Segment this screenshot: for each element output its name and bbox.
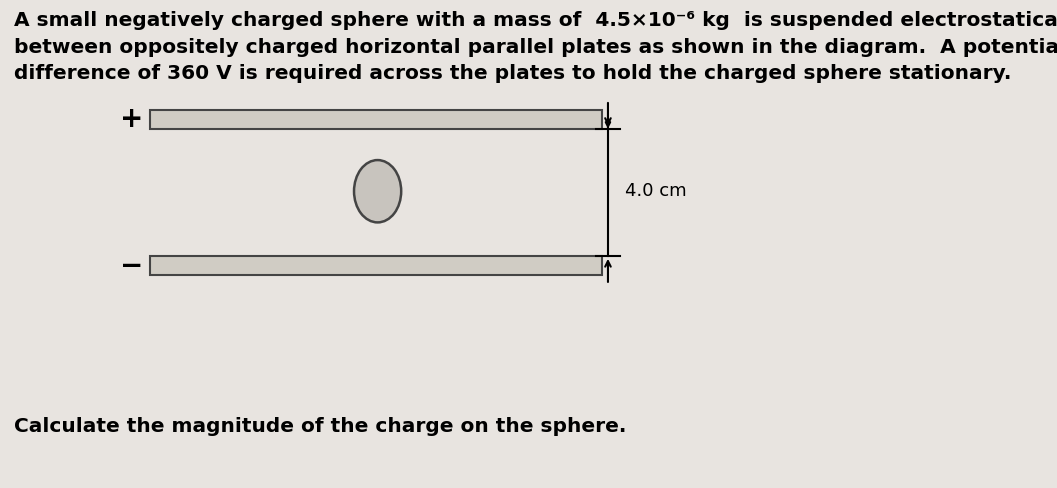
Ellipse shape <box>354 160 402 223</box>
Text: +: + <box>119 105 143 133</box>
Text: Calculate the magnitude of the charge on the sphere.: Calculate the magnitude of the charge on… <box>15 417 627 436</box>
Bar <box>150 256 601 275</box>
Text: −: − <box>119 252 143 280</box>
Text: A small negatively charged sphere with a mass of  4.5×10⁻⁶ kg  is suspended elec: A small negatively charged sphere with a… <box>15 11 1057 83</box>
Bar <box>150 110 601 129</box>
Text: 4.0 cm: 4.0 cm <box>626 182 687 200</box>
Text: Calculate the magnitude of the charge on the sphere.: Calculate the magnitude of the charge on… <box>15 417 627 436</box>
